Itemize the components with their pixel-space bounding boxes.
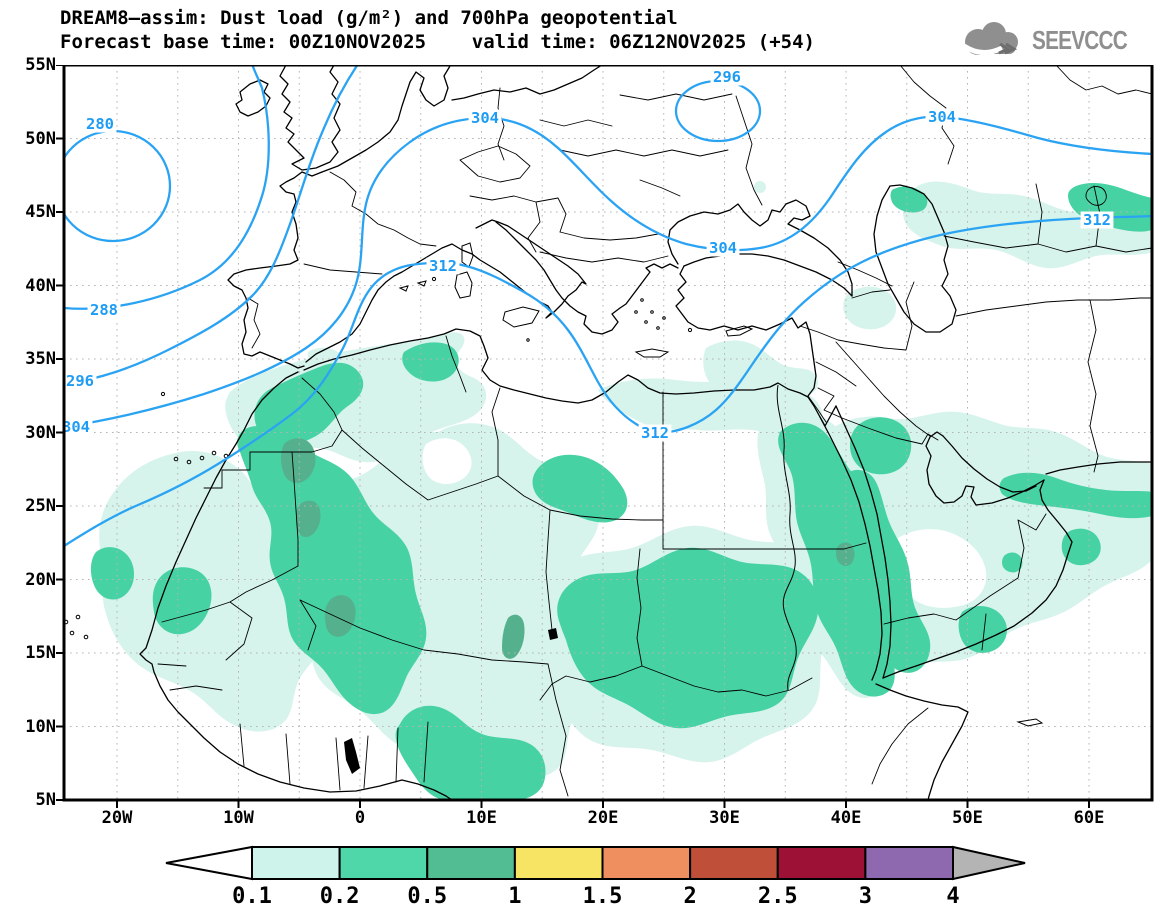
contour-label-304: 304	[709, 239, 737, 257]
lat-label-15N: 15N	[25, 643, 56, 663]
colorbar-label-3: 3	[859, 884, 872, 907]
country-borders	[157, 65, 1152, 797]
colorbar-label-1: 1	[508, 884, 521, 907]
lon-label-0: 0	[354, 808, 366, 828]
contour-label-304: 304	[62, 418, 90, 436]
lon-label-30E: 30E	[709, 808, 740, 828]
contour-label-288: 288	[90, 301, 118, 319]
lon-label-10W: 10W	[223, 808, 254, 828]
seevccc-logo: SEEVCCC	[956, 18, 1151, 62]
title-block: DREAM8—assim: Dust load (g/m²) and 700hP…	[60, 6, 815, 54]
colorbar: 0.1 0.2 0.5 1 1.5 2 2.5 3 4	[165, 845, 1026, 907]
lat-label-10N: 10N	[25, 716, 56, 737]
contour-labels: 280 288 296 304 304 296 304 304 312 312 312	[62, 68, 1114, 442]
colorbar-label-0.5: 0.5	[407, 884, 447, 907]
map-title: DREAM8—assim: Dust load (g/m²) and 700hP…	[60, 7, 678, 29]
graticule-grid	[64, 65, 1152, 800]
cloud-icon	[962, 22, 1019, 55]
lat-label-55N: 55N	[25, 55, 56, 75]
lon-label-20E: 20E	[587, 808, 619, 828]
colorbar-label-0.2: 0.2	[320, 884, 360, 907]
lat-label-20N: 20N	[25, 569, 56, 590]
contour-label-304: 304	[928, 108, 956, 126]
logo-text: SEEVCCC	[1032, 24, 1128, 55]
lat-label-50N: 50N	[25, 128, 56, 149]
map-subtitle: Forecast base time: 00Z10NOV2025 valid t…	[60, 31, 815, 53]
colorbar-label-4: 4	[946, 884, 959, 907]
colorbar-cell-1	[338, 846, 429, 880]
contour-label-280: 280	[86, 115, 114, 133]
contour-label-312: 312	[1083, 211, 1111, 229]
colorbar-label-2.5: 2.5	[758, 884, 798, 907]
contour-label-296: 296	[713, 68, 741, 86]
lat-label-35N: 35N	[25, 349, 56, 369]
contour-label-296: 296	[66, 372, 94, 390]
axis-ticks	[56, 65, 1090, 808]
lat-label-45N: 45N	[25, 202, 56, 222]
lat-label-30N: 30N	[25, 422, 56, 443]
lat-label-40N: 40N	[25, 275, 56, 296]
colorbar-cell-3	[513, 846, 604, 880]
dust-load-dark-layer	[281, 438, 855, 659]
lon-label-50E: 50E	[952, 808, 983, 828]
contour-label-304: 304	[471, 109, 499, 127]
colorbar-label-0.1: 0.1	[232, 884, 272, 907]
colorbar-label-2: 2	[684, 884, 697, 907]
lon-label-20W: 20W	[101, 808, 133, 828]
colorbar-cell-7	[864, 846, 954, 880]
colorbar-cell-0	[251, 846, 341, 880]
lat-label-25N: 25N	[25, 496, 56, 516]
contour-label-312: 312	[429, 257, 457, 275]
contour-label-312: 312	[641, 424, 669, 442]
dust-load-mid-layer	[90, 183, 1152, 800]
lon-label-40E: 40E	[830, 808, 862, 828]
colorbar-label-1.5: 1.5	[583, 884, 623, 907]
lon-label-60E: 60E	[1073, 808, 1105, 828]
lakes	[344, 628, 558, 774]
lon-label-10E: 10E	[466, 808, 497, 828]
lat-label-5N: 5N	[35, 790, 56, 810]
colorbar-cell-4	[601, 846, 692, 880]
dust-free-gaps	[422, 438, 987, 608]
colorbar-cell-2	[426, 846, 516, 880]
geopotential-contours	[64, 65, 1152, 548]
colorbar-cell-6	[776, 846, 867, 880]
colorbar-cell-5	[689, 846, 779, 880]
map-canvas: 280 288 296 304 304 296 304 304 312 312 312	[56, 65, 1154, 808]
